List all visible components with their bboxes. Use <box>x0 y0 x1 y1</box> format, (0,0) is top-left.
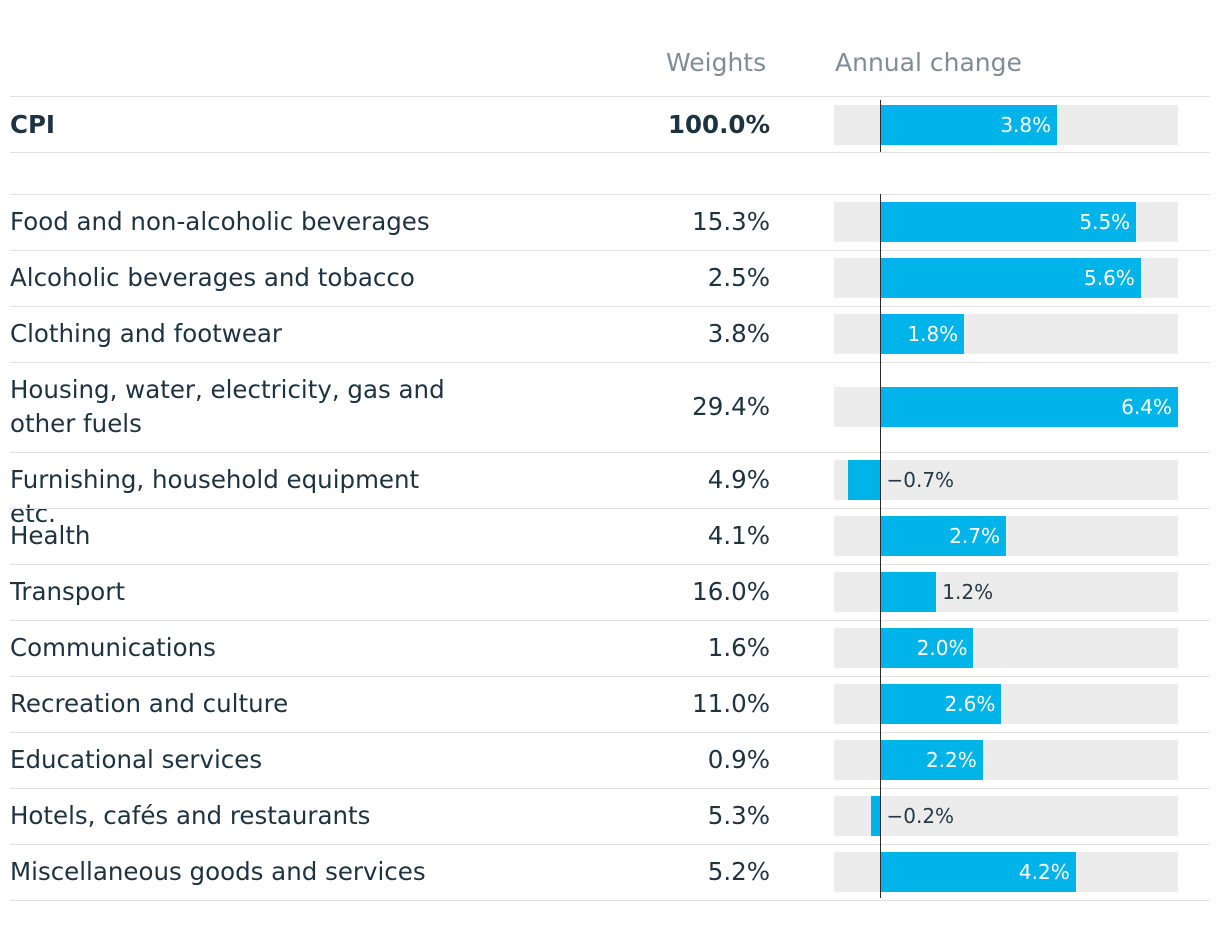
category-label: Communications <box>10 633 216 662</box>
weight-value: 5.2% <box>707 857 770 886</box>
value-label: −0.7% <box>886 468 955 492</box>
category-label: Clothing and footwear <box>10 319 283 348</box>
category-label: Health <box>10 521 91 550</box>
value-label: 2.7% <box>949 524 1000 548</box>
weight-value: 2.5% <box>707 263 770 292</box>
row-divider <box>10 564 1210 565</box>
row-divider <box>10 900 1210 901</box>
weight-value: 1.6% <box>707 633 770 662</box>
category-label: Food and non-alcoholic beverages <box>10 207 430 236</box>
category-label: Alcoholic beverages and tobacco <box>10 263 415 292</box>
value-label: 2.6% <box>944 692 996 716</box>
weight-value: 0.9% <box>707 745 770 774</box>
bar <box>880 684 1002 724</box>
bar <box>880 258 1141 298</box>
category-label: Furnishing, household equipment etc. <box>10 465 420 528</box>
bar-track <box>834 460 1178 500</box>
value-label: 2.0% <box>916 636 968 660</box>
value-label: 1.2% <box>942 580 994 604</box>
annual-change-column-header: Annual change <box>835 48 1022 77</box>
bar <box>847 460 881 500</box>
bar <box>880 740 983 780</box>
row-divider <box>10 362 1210 363</box>
weight-value: 4.9% <box>707 465 770 494</box>
cpi-total-value-label: 3.8% <box>1000 113 1052 137</box>
row-divider <box>10 620 1210 621</box>
category-label: Housing, water, electricity, gas and oth… <box>10 375 445 438</box>
bar <box>880 202 1137 242</box>
weight-value: 15.3% <box>692 207 770 236</box>
row-divider <box>10 452 1210 453</box>
category-label: Hotels, cafés and restaurants <box>10 801 371 830</box>
header-divider <box>10 96 1210 97</box>
category-label: Miscellaneous goods and services <box>10 857 426 886</box>
value-label: 6.4% <box>1121 395 1172 419</box>
row-divider <box>10 844 1210 845</box>
value-label: 1.8% <box>907 322 959 346</box>
weight-value: 4.1% <box>707 521 770 550</box>
weight-value: 5.3% <box>707 801 770 830</box>
weight-value: 3.8% <box>707 319 770 348</box>
weights-column-header: Weights <box>666 48 767 77</box>
zero-axis-line <box>879 100 882 152</box>
cpi-total-bar <box>880 105 1058 145</box>
category-label: Recreation and culture <box>10 689 289 718</box>
weight-value: 16.0% <box>692 577 770 606</box>
cpi-total-weight: 100.0% <box>667 110 770 139</box>
bar <box>880 387 1178 427</box>
bar <box>880 516 1006 556</box>
row-divider <box>10 152 1210 153</box>
category-label: Educational services <box>10 745 263 774</box>
category-label: Transport <box>10 577 125 606</box>
value-label: 4.2% <box>1018 860 1070 884</box>
zero-axis-line <box>879 194 882 898</box>
row-divider <box>10 250 1210 251</box>
cpi-total-label: CPI <box>10 110 56 139</box>
bar-track <box>834 796 1178 836</box>
bar <box>880 628 974 668</box>
row-divider <box>10 194 1210 195</box>
weight-value: 29.4% <box>692 392 770 421</box>
bar <box>871 796 881 836</box>
row-divider <box>10 306 1210 307</box>
bar <box>880 572 937 612</box>
row-divider <box>10 676 1210 677</box>
value-label: −0.2% <box>886 804 955 828</box>
weight-value: 11.0% <box>692 689 770 718</box>
value-label: 2.2% <box>925 748 977 772</box>
value-label: 5.5% <box>1079 210 1131 234</box>
bar <box>880 852 1076 892</box>
row-divider <box>10 508 1210 509</box>
value-label: 5.6% <box>1084 266 1135 290</box>
row-divider <box>10 732 1210 733</box>
bar <box>880 314 965 354</box>
row-divider <box>10 788 1210 789</box>
